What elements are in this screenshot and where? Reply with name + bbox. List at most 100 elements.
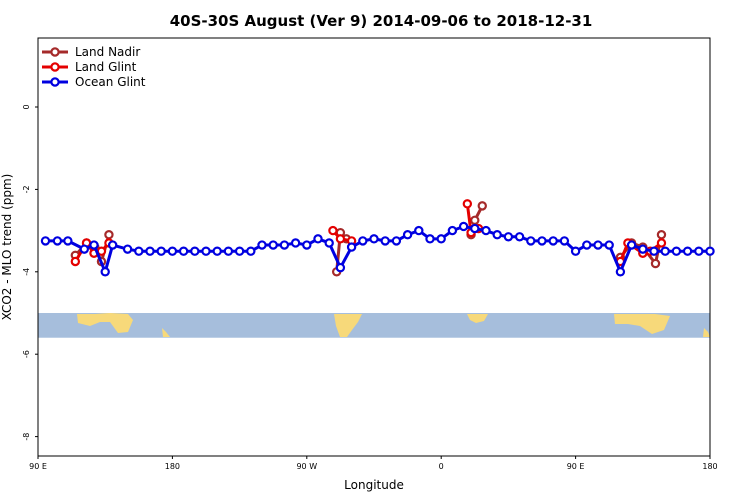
data-point (268, 240, 278, 250)
data-point (458, 221, 469, 232)
y-tick-label: -2 (22, 185, 31, 193)
data-point (346, 242, 357, 252)
data-point (145, 246, 155, 256)
data-point (156, 246, 166, 256)
land-patch (703, 328, 710, 337)
x-tick-label: 90 E (29, 462, 47, 471)
data-point (223, 246, 234, 256)
y-tick-label: 0 (22, 104, 31, 109)
data-point (559, 236, 570, 246)
legend-item: Ocean Glint (42, 75, 146, 89)
data-point (492, 230, 502, 240)
data-point (335, 262, 346, 273)
data-point (514, 232, 525, 242)
data-point (682, 246, 693, 256)
data-point (481, 225, 491, 236)
data-point (593, 240, 603, 250)
data-point (134, 246, 144, 256)
legend-swatch-marker (50, 62, 60, 72)
x-axis-label: Longitude (344, 478, 404, 492)
data-point (671, 246, 682, 256)
data-point (328, 225, 338, 236)
data-point (626, 240, 637, 250)
data-point (477, 201, 487, 211)
data-point (104, 230, 114, 240)
x-tick-label: 90 E (567, 462, 585, 471)
legend-swatch-marker (50, 77, 60, 87)
data-point (100, 267, 110, 277)
data-point (570, 246, 581, 256)
data-point (52, 236, 63, 246)
y-tick-label: -8 (22, 433, 31, 441)
data-point (660, 246, 670, 256)
y-tick-label: -4 (22, 268, 31, 276)
data-point (436, 234, 446, 244)
data-point (167, 246, 178, 256)
data-point (201, 246, 211, 256)
data-point (63, 236, 73, 246)
data-point (89, 240, 99, 250)
data-point (447, 225, 458, 236)
data-point (470, 223, 480, 234)
data-point (615, 267, 626, 277)
x-tick-label: 90 W (296, 462, 317, 471)
x-tick-label: 180 (165, 462, 180, 471)
data-point (190, 246, 200, 256)
data-point (313, 234, 323, 244)
data-point (638, 244, 648, 254)
x-axis: 90 E 180 90 W 0 90 E 180 (29, 456, 718, 471)
data-point (358, 236, 368, 246)
ocean-band (38, 313, 710, 338)
series-ocean-glint (40, 221, 715, 277)
data-point (650, 258, 661, 269)
data-point (537, 236, 547, 246)
chart-title: 40S-30S August (Ver 9) 2014-09-06 to 201… (170, 12, 593, 30)
land-patch (467, 314, 488, 323)
land-patch (77, 313, 133, 333)
data-point (425, 234, 435, 244)
x-tick-label: 0 (439, 462, 444, 471)
data-point (604, 240, 614, 250)
data-point (470, 215, 480, 225)
data-point (656, 230, 667, 240)
legend-label: Ocean Glint (75, 75, 146, 89)
data-point (656, 238, 667, 248)
data-point (212, 246, 222, 256)
land-patch (614, 314, 670, 334)
legend-label: Land Glint (75, 60, 137, 74)
data-point (79, 244, 89, 254)
x-tick-label: 180 (702, 462, 717, 471)
data-point (246, 246, 256, 256)
data-point (582, 240, 592, 250)
data-point (107, 240, 118, 250)
data-point (302, 240, 312, 250)
y-axis: 0 -2 -4 -6 -8 (22, 104, 38, 441)
data-point (335, 234, 346, 244)
legend-item: Land Glint (42, 60, 137, 74)
legend-label: Land Nadir (75, 45, 140, 59)
data-point (290, 238, 301, 248)
land-patch (162, 328, 170, 337)
data-point (649, 246, 659, 256)
land-patch (334, 314, 362, 337)
data-point (526, 236, 536, 246)
data-point (462, 199, 473, 209)
data-point (257, 240, 267, 250)
data-point (391, 236, 402, 246)
data-point (324, 238, 334, 248)
data-point (279, 240, 290, 250)
data-point (705, 246, 715, 256)
y-axis-label: XCO2 - MLO trend (ppm) (0, 174, 14, 321)
data-point (40, 236, 51, 246)
data-point (380, 236, 390, 246)
series-layer (40, 199, 715, 277)
legend-item: Land Nadir (42, 45, 140, 59)
data-point (178, 246, 189, 256)
legend-swatch-marker (50, 47, 60, 57)
data-point (122, 244, 133, 254)
y-tick-label: -6 (22, 350, 31, 358)
data-point (70, 256, 81, 267)
map-band (38, 313, 710, 338)
